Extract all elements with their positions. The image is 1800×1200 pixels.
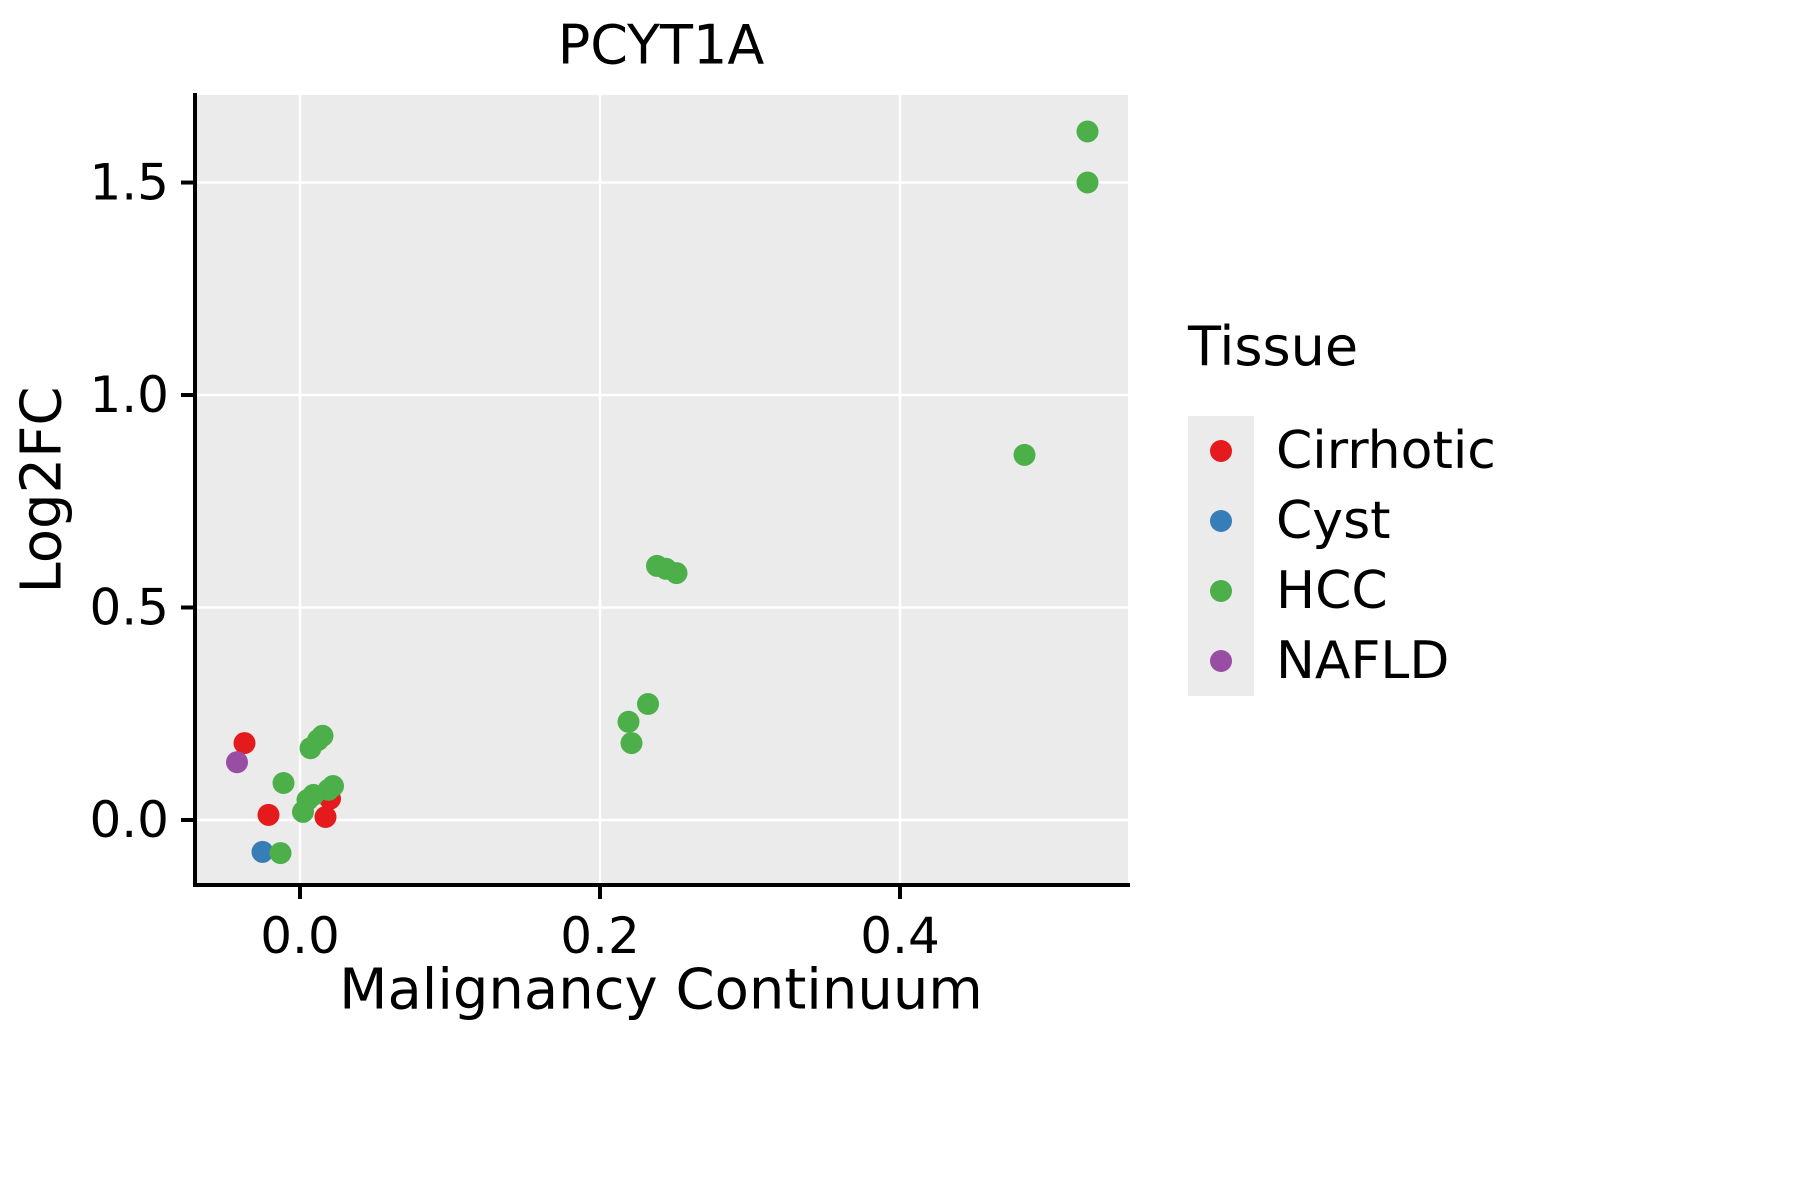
legend-label: Cyst bbox=[1276, 491, 1391, 551]
data-point-cirrhotic[interactable] bbox=[233, 732, 256, 755]
legend-dot-cyst bbox=[1210, 510, 1232, 532]
x-tick-label: 0.4 bbox=[860, 907, 940, 965]
legend-title: Tissue bbox=[1188, 315, 1359, 378]
data-point-hcc[interactable] bbox=[311, 724, 334, 747]
plot-panel bbox=[195, 95, 1128, 885]
data-point-nafld[interactable] bbox=[226, 751, 248, 774]
y-axis-label: Log2FC bbox=[9, 386, 75, 594]
data-point-cyst[interactable] bbox=[251, 840, 274, 863]
data-point-hcc[interactable] bbox=[322, 775, 344, 797]
legend-dot-nafld bbox=[1210, 650, 1232, 672]
legend-items: Cirrhotic Cyst HCC NAFLD bbox=[1188, 416, 1496, 696]
legend-label: Cirrhotic bbox=[1276, 421, 1496, 481]
data-point-hcc[interactable] bbox=[617, 710, 640, 733]
legend-item-hcc[interactable]: HCC bbox=[1188, 556, 1496, 626]
data-point-cirrhotic[interactable] bbox=[314, 806, 337, 828]
legend-dot-cirrhotic bbox=[1210, 440, 1232, 462]
y-tick-label: 0.5 bbox=[89, 579, 169, 637]
legend: Tissue Cirrhotic Cyst HCC NAFLD bbox=[1188, 315, 1496, 696]
legend-key bbox=[1188, 486, 1254, 556]
legend-label: HCC bbox=[1276, 561, 1388, 621]
legend-key bbox=[1188, 626, 1254, 696]
y-tick-label: 0.0 bbox=[89, 791, 169, 849]
chart-title: PCYT1A bbox=[557, 13, 765, 77]
legend-label: NAFLD bbox=[1276, 631, 1450, 691]
legend-dot-hcc bbox=[1210, 580, 1232, 602]
y-tick-label: 1.0 bbox=[89, 366, 169, 424]
x-axis-label: Malignancy Continuum bbox=[339, 957, 983, 1023]
data-point-hcc[interactable] bbox=[620, 732, 643, 755]
data-point-hcc[interactable] bbox=[637, 693, 659, 715]
legend-key bbox=[1188, 556, 1254, 626]
data-point-hcc[interactable] bbox=[665, 562, 688, 585]
data-point-hcc[interactable] bbox=[1013, 443, 1036, 466]
x-tick-label: 0.0 bbox=[260, 907, 340, 965]
data-point-cirrhotic[interactable] bbox=[257, 803, 280, 826]
data-point-hcc[interactable] bbox=[269, 842, 292, 865]
data-point-hcc[interactable] bbox=[1076, 171, 1099, 194]
x-tick-label: 0.2 bbox=[560, 907, 640, 965]
data-point-hcc[interactable] bbox=[1076, 120, 1099, 143]
y-tick-label: 1.5 bbox=[89, 154, 169, 212]
legend-item-cyst[interactable]: Cyst bbox=[1188, 486, 1496, 556]
legend-item-cirrhotic[interactable]: Cirrhotic bbox=[1188, 416, 1496, 486]
legend-key bbox=[1188, 416, 1254, 486]
data-point-hcc[interactable] bbox=[272, 772, 295, 794]
legend-item-nafld[interactable]: NAFLD bbox=[1188, 626, 1496, 696]
